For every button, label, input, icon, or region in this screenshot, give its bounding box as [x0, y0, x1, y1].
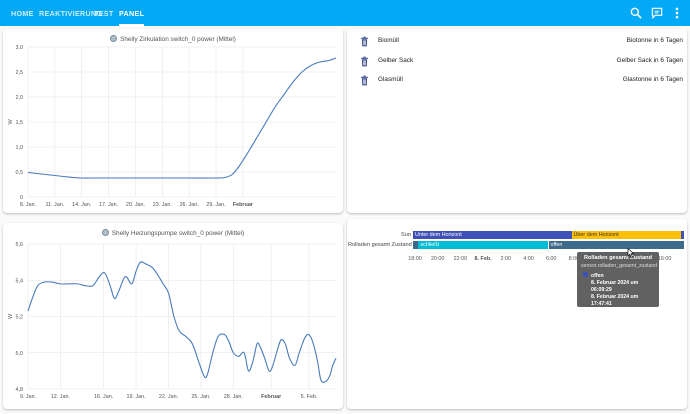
- timeline-tick-label: 22:00: [453, 256, 468, 262]
- tab-reaktivierung[interactable]: REAKTIVIERUNG: [39, 9, 103, 18]
- tooltip-end: 8. Februar 2024 um 17:47:41: [591, 294, 639, 307]
- y-tick-label: 1,5: [16, 120, 24, 126]
- tooltip-duration: Dauer: 11:38:11: [591, 308, 630, 314]
- x-tick-label: 16. Jan.: [94, 394, 113, 400]
- top-app-bar: HOME REAKTIVIERUNG TEST PANEL: [0, 0, 690, 26]
- timeline-row-sun: Unter dem Horizont Über dem Horizont: [413, 231, 684, 239]
- timeline-tick-label: 16:00: [657, 256, 672, 262]
- y-tick-label: 2,0: [16, 95, 24, 101]
- tab-panel[interactable]: PANEL: [119, 0, 145, 26]
- x-tick-label: 14. Jan.: [72, 202, 91, 208]
- timeline-tick-label: 2:00: [500, 256, 512, 262]
- tooltip-entity: sensor.rolladen_gesamt_zustand: [581, 263, 658, 269]
- x-tick-label: 23. Jan.: [153, 202, 172, 208]
- legend-swatch: [110, 35, 118, 42]
- trash-can-icon: [361, 36, 368, 47]
- x-tick-label: 8. Jan.: [20, 202, 36, 208]
- series-line: [27, 261, 337, 383]
- timeline-segment[interactable]: [413, 241, 419, 249]
- zirkulation-chart-card: Shelly Zirkulation switch_0 power (Mitte…: [3, 29, 343, 213]
- trash-state: Glastonne in 6 Tagen: [622, 76, 683, 83]
- timeline-segment[interactable]: schließt: [418, 241, 549, 249]
- timeline-tick-label: 8. Feb.: [474, 256, 492, 262]
- legend-swatch: [101, 229, 109, 236]
- timeline-segment[interactable]: [680, 231, 684, 239]
- x-tick-label: 9. Jan.: [20, 394, 36, 400]
- tooltip-swatch: [583, 272, 588, 277]
- x-tick-label: 29. Jan.: [206, 202, 225, 208]
- trash-state: Gelber Sack in 6 Tagen: [616, 57, 683, 64]
- mouse-pointer-icon: [627, 248, 634, 258]
- trash-row-gelber-sack[interactable]: Gelber Sack Gelber Sack in 6 Tagen: [360, 56, 683, 68]
- trash-can-icon: [361, 75, 368, 86]
- timeline-row-label-rolladen: Rolladen gesamt Zustand: [348, 242, 412, 248]
- heizungspumpe-line-chart: 5,6 5,4 5,2 5,0 4,89. Jan. 12. Jan. 16. Jan. 19…: [8, 242, 337, 400]
- trash-row-glasmuell[interactable]: Glasmüll Glastonne in 6 Tagen: [360, 75, 683, 87]
- legend-label: Shelly Heizungspumpe switch_0 power (Mit…: [111, 230, 245, 237]
- y-tick-label: 5,4: [16, 278, 24, 284]
- more-vert-icon[interactable]: [670, 6, 684, 20]
- y-tick-label: 3,0: [16, 45, 24, 51]
- chart-legend[interactable]: Shelly Heizungspumpe switch_0 power (Mit…: [3, 229, 343, 237]
- y-tick-label: 5,2: [16, 315, 24, 321]
- x-tick-label: Februar: [261, 394, 282, 400]
- timeline-segment[interactable]: Unter dem Horizont: [413, 231, 572, 239]
- tooltip-title: Rolladen gesamt Zustand: [583, 255, 653, 261]
- y-tick-label: 4,8: [16, 387, 24, 393]
- zirkulation-line-chart: 3,0 2,5 2,0 1,5 1,0 0,5 08. Jan. 11. Jan. 14. Ja…: [8, 45, 337, 208]
- trash-label: Gelber Sack: [378, 57, 414, 64]
- x-tick-label: 25. Jan.: [191, 394, 210, 400]
- assist-icon[interactable]: [650, 6, 664, 20]
- tab-test[interactable]: TEST: [94, 9, 114, 18]
- x-tick-label: 26. Jan.: [180, 202, 199, 208]
- trash-can-icon: [361, 56, 368, 67]
- timeline-tick-label: 18:00: [408, 256, 422, 262]
- timeline-tooltip: Rolladen gesamt Zustand sensor.rolladen_…: [577, 252, 659, 314]
- trash-schedule-card: Biomüll Biotonne in 6 Tagen Gelber Sack …: [347, 29, 687, 213]
- y-tick-label: 5,6: [16, 242, 24, 248]
- tooltip-start: 8. Februar 2024 um 06:09:29: [591, 280, 639, 293]
- x-tick-label: 20. Jan.: [126, 202, 145, 208]
- trash-state: Biotonne in 6 Tagen: [626, 37, 683, 44]
- x-tick-label: 11. Jan.: [45, 202, 64, 208]
- x-tick-label: Februar: [233, 202, 254, 208]
- timeline-row-label-sun: Sun: [401, 232, 411, 238]
- y-tick-label: 1,0: [16, 145, 24, 151]
- tooltip-state: offen: [591, 273, 604, 279]
- timeline-tick-label: 6:00: [545, 256, 557, 262]
- y-axis-label: W: [8, 313, 14, 319]
- timeline-row-rolladen: schließt offen: [413, 241, 684, 249]
- timeline-tick-label: 4:00: [523, 256, 534, 262]
- x-tick-label: 12. Jan.: [51, 394, 70, 400]
- timeline-segment[interactable]: Über dem Horizont: [571, 231, 681, 239]
- trash-label: Glasmüll: [378, 76, 403, 83]
- search-icon[interactable]: [629, 6, 643, 20]
- y-tick-label: 5,0: [16, 351, 24, 357]
- y-tick-label: 0,5: [16, 170, 24, 176]
- x-tick-label: 19. Jan.: [126, 394, 145, 400]
- series-line: [27, 57, 337, 179]
- y-tick-label: 0: [20, 195, 23, 201]
- y-axis-label: W: [8, 119, 14, 125]
- y-tick-label: 2,5: [16, 70, 24, 76]
- tab-home[interactable]: HOME: [11, 9, 34, 18]
- x-tick-label: 22. Jan.: [159, 394, 178, 400]
- x-tick-label: 5. Feb.: [301, 394, 318, 400]
- tooltip-state-line: offen: [581, 272, 655, 280]
- trash-row-biomuell[interactable]: Biomüll Biotonne in 6 Tagen: [360, 36, 683, 48]
- timeline-tick-label: 8:00: [568, 256, 580, 262]
- x-tick-label: 17. Jan.: [99, 202, 118, 208]
- trash-label: Biomüll: [378, 37, 399, 44]
- timeline-tick-label: 20:00: [430, 256, 445, 262]
- heizungspumpe-chart-card: Shelly Heizungspumpe switch_0 power (Mit…: [3, 223, 343, 409]
- x-tick-label: 28. Jan.: [224, 394, 243, 400]
- legend-label: Shelly Zirkulation switch_0 power (Mitte…: [120, 36, 236, 43]
- timeline-segment[interactable]: offen: [548, 241, 684, 249]
- chart-legend[interactable]: Shelly Zirkulation switch_0 power (Mitte…: [3, 35, 343, 43]
